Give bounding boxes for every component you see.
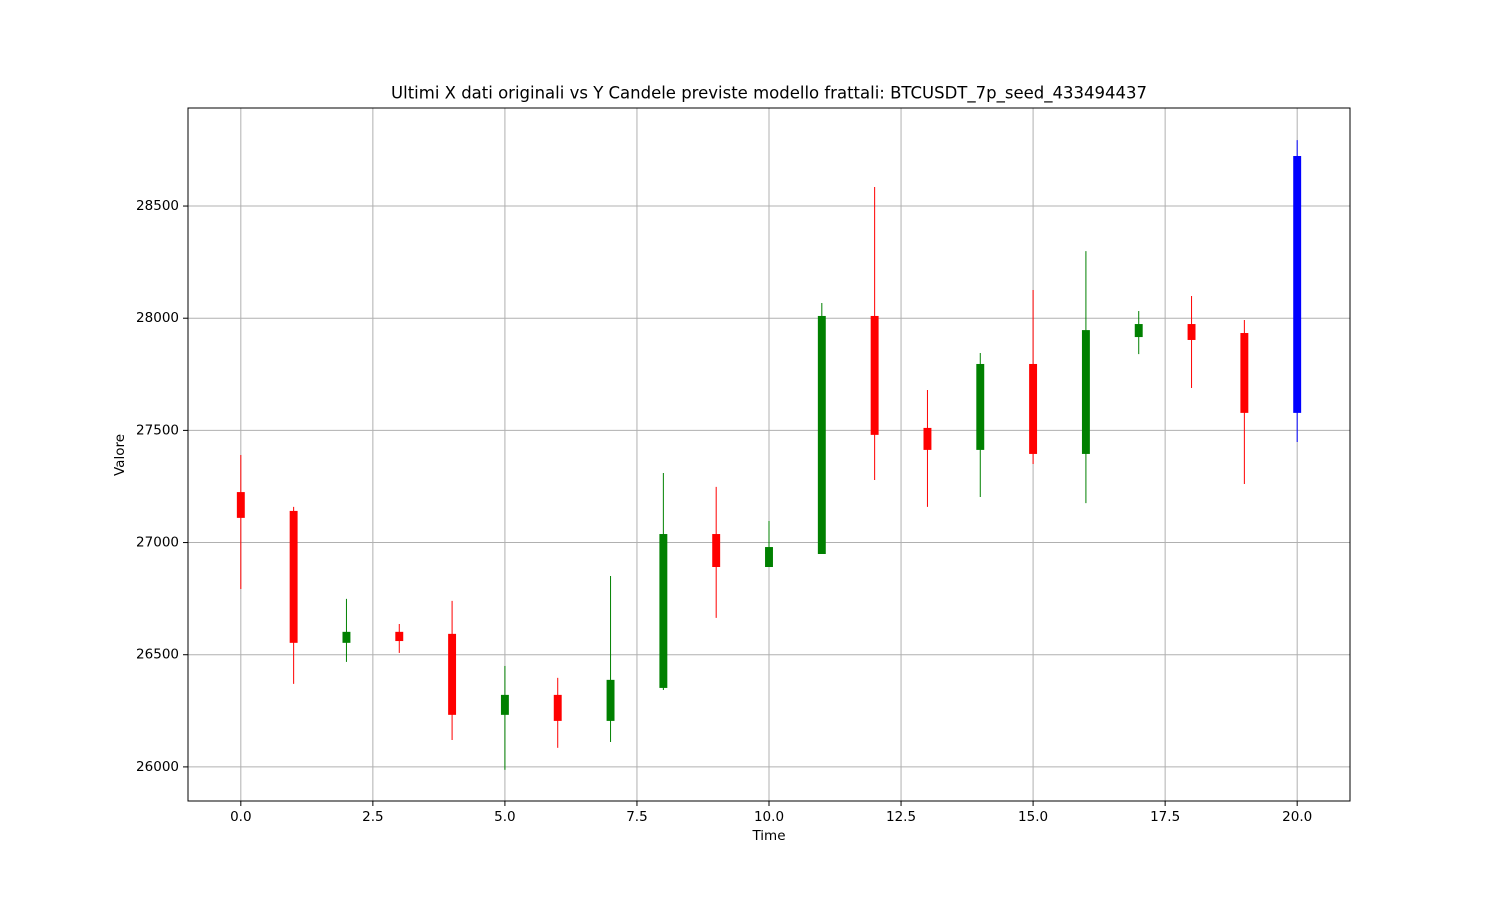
- y-tick-label: 28500: [136, 198, 179, 214]
- candle-body: [1081, 330, 1090, 454]
- x-tick-label: 20.0: [1282, 809, 1312, 825]
- candle-body: [448, 633, 457, 715]
- candle-body: [817, 315, 826, 554]
- y-tick-label: 26500: [136, 647, 179, 663]
- plot-frame: [187, 107, 1351, 802]
- chart-title: Ultimi X dati originali vs Y Candele pre…: [391, 84, 1147, 104]
- candle-body: [923, 427, 932, 450]
- x-tick-label: 10.0: [754, 809, 784, 825]
- x-tick-label: 12.5: [886, 809, 916, 825]
- x-tick-label: 2.5: [362, 809, 383, 825]
- x-tick-label: 5.0: [494, 809, 515, 825]
- x-tick-label: 7.5: [626, 809, 647, 825]
- x-axis-label: Time: [751, 828, 785, 844]
- candle-body: [395, 631, 404, 642]
- x-tick-label: 15.0: [1018, 809, 1048, 825]
- candle-body: [765, 547, 773, 568]
- x-tick-label: 17.5: [1150, 809, 1180, 825]
- candle-body: [236, 492, 245, 518]
- y-tick-label: 28000: [136, 310, 179, 326]
- y-tick-label: 27000: [136, 535, 179, 551]
- candle-body: [1134, 324, 1143, 338]
- y-axis-label: Valore: [112, 434, 128, 476]
- candle-body: [1029, 363, 1038, 454]
- candle-body: [606, 679, 615, 721]
- candle-body: [1240, 333, 1249, 413]
- candle-body: [1293, 156, 1302, 413]
- candle-body: [712, 534, 721, 568]
- candle-body: [870, 315, 879, 435]
- candle-body: [500, 694, 509, 715]
- candle-body: [1187, 324, 1196, 340]
- candle-body: [659, 534, 668, 688]
- candle-body: [553, 694, 562, 721]
- candle-body: [976, 363, 985, 450]
- y-tick-label: 27500: [136, 422, 179, 438]
- candle-body: [289, 510, 298, 643]
- x-tick-label: 0.0: [230, 809, 251, 825]
- candle-body: [342, 631, 351, 643]
- y-tick-label: 26000: [136, 759, 179, 775]
